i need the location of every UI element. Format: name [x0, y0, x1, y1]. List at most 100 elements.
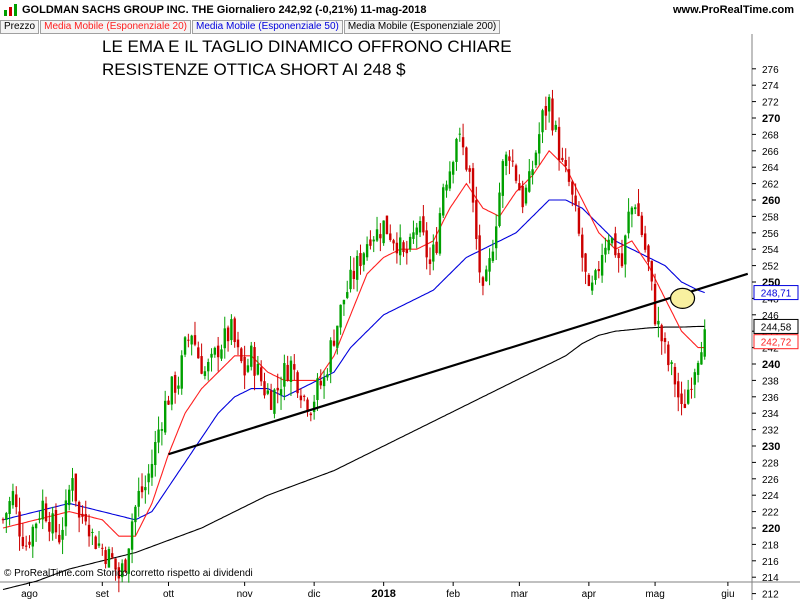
- candle-body: [339, 304, 342, 328]
- y-tick-label: 260: [762, 195, 780, 207]
- candle-body: [438, 213, 442, 254]
- legend-ema50[interactable]: Media Mobile (Esponenziale 50): [191, 20, 343, 34]
- candle-body: [392, 240, 395, 244]
- y-tick-label: 226: [762, 475, 779, 486]
- candle-body: [508, 156, 511, 161]
- plot-area: [0, 34, 800, 600]
- candle-body: [34, 523, 38, 529]
- candle-body: [332, 340, 336, 346]
- candle-body: [362, 253, 365, 265]
- candle-body: [491, 251, 495, 261]
- y-tick-label: 220: [762, 523, 780, 535]
- y-tick-label: 236: [762, 393, 779, 404]
- candle-body: [422, 216, 425, 233]
- y-tick-label: 238: [762, 376, 779, 387]
- legend-ema20[interactable]: Media Mobile (Esponenziale 20): [40, 20, 191, 34]
- candle-body: [81, 513, 84, 517]
- candle-body: [561, 157, 564, 161]
- candle-body: [448, 171, 452, 189]
- candle-body: [48, 522, 51, 532]
- candle-body: [524, 187, 528, 204]
- annotation-line-2: RESISTENZE OTTICA SHORT AI 248 $: [102, 60, 406, 79]
- candle-body: [286, 364, 289, 381]
- candle-body: [690, 388, 693, 390]
- candle-body: [296, 372, 299, 394]
- candle-body: [571, 181, 574, 195]
- candle-body: [233, 318, 236, 343]
- candle-body: [216, 345, 220, 358]
- candle-body: [322, 377, 326, 387]
- candle-body: [230, 319, 233, 341]
- candle-body: [630, 207, 634, 215]
- trendline-group: [168, 272, 749, 456]
- candle-body: [236, 339, 240, 348]
- candle-body: [399, 237, 402, 256]
- indicator-legend: Prezzo Media Mobile (Esponenziale 20) Medi…: [0, 20, 501, 34]
- candle-body: [279, 389, 283, 396]
- candle-body: [620, 253, 624, 267]
- candle-body: [259, 367, 263, 382]
- candle-body: [130, 521, 134, 550]
- candle-body: [197, 347, 200, 359]
- candle-body: [266, 390, 269, 394]
- chart-icon: [4, 4, 17, 16]
- candle-body: [140, 486, 144, 493]
- last-value-box: [753, 285, 799, 301]
- candle-body: [481, 277, 485, 286]
- candle-body: [643, 233, 647, 250]
- candle-body: [124, 559, 127, 572]
- candle-body: [352, 270, 356, 280]
- candle-body: [680, 393, 683, 405]
- ema20-line: [2, 149, 705, 537]
- candle-body: [61, 529, 64, 540]
- candle-body: [223, 328, 226, 349]
- candle-body: [289, 360, 293, 382]
- candles-group: [1, 89, 706, 593]
- candle-body: [160, 429, 164, 431]
- candle-body: [44, 503, 48, 522]
- candle-body: [210, 353, 213, 358]
- candle-body: [303, 395, 306, 397]
- candle-body: [365, 244, 369, 258]
- site-url[interactable]: www.ProRealTime.com: [672, 4, 794, 16]
- candle-body: [1, 519, 5, 521]
- x-tick-label: dic: [308, 589, 321, 600]
- candle-body: [547, 96, 551, 112]
- candle-body: [498, 192, 501, 227]
- candle-body: [240, 348, 243, 362]
- instrument-title: GOLDMAN SACHS GROUP INC. THE Giornaliero…: [22, 4, 427, 16]
- x-tick-label: set: [96, 589, 110, 600]
- y-tick-label: 218: [762, 540, 779, 551]
- candle-body: [336, 325, 339, 348]
- candle-body: [134, 506, 137, 523]
- y-tick-label: 272: [762, 98, 779, 109]
- candle-body: [657, 320, 660, 325]
- y-tick-label: 266: [762, 147, 779, 158]
- candle-body: [554, 124, 557, 130]
- candle-body: [94, 536, 97, 549]
- candle-body: [137, 490, 140, 507]
- candle-body: [375, 229, 379, 241]
- candle-body: [263, 381, 266, 396]
- x-tick-label: apr: [582, 589, 597, 600]
- candle-body: [243, 356, 246, 376]
- candle-body: [226, 327, 230, 342]
- legend-price[interactable]: Prezzo: [0, 20, 40, 34]
- candle-body: [147, 473, 150, 483]
- candle-body: [531, 169, 534, 175]
- x-tick-label: feb: [446, 589, 460, 600]
- candle-body: [541, 110, 544, 133]
- candle-body: [458, 133, 461, 135]
- legend-ema200[interactable]: Media Mobile (Esponenziale 200): [343, 20, 501, 34]
- candle-body: [488, 258, 491, 272]
- candle-body: [597, 269, 600, 272]
- candle-body: [382, 220, 385, 244]
- candle-body: [471, 168, 475, 203]
- candle-body: [84, 513, 87, 522]
- candle-body: [250, 345, 253, 367]
- candle-body: [253, 347, 256, 376]
- candle-body: [587, 274, 591, 286]
- candle-body: [28, 541, 31, 545]
- candle-body: [180, 355, 183, 389]
- candle-body: [405, 249, 409, 254]
